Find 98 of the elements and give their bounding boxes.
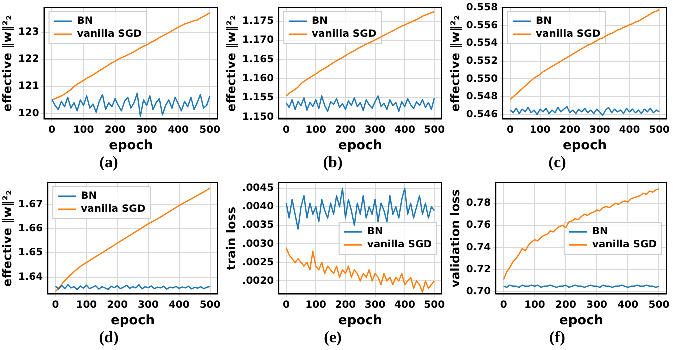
y-tick-label: 0.70 bbox=[466, 286, 492, 298]
x-tick-label: 200 bbox=[335, 300, 356, 311]
y-axis-title: train loss bbox=[224, 206, 238, 270]
x-tick-label: 0 bbox=[52, 300, 60, 311]
legend-label: vanilla SGD bbox=[367, 240, 432, 251]
y-tick-label: 1.175 bbox=[242, 16, 274, 28]
y-tick-label: 0.76 bbox=[466, 220, 492, 232]
x-tick-label: 300 bbox=[364, 124, 386, 136]
legend-label: BN bbox=[592, 226, 608, 238]
y-axis-title: validation loss bbox=[448, 189, 462, 288]
text: (d) bbox=[99, 330, 119, 347]
x-tick-label: 300 bbox=[586, 300, 608, 311]
y-tick-label: 1.66 bbox=[18, 224, 44, 235]
x-tick-label: 200 bbox=[107, 300, 128, 311]
x-tick-label: 100 bbox=[530, 124, 551, 136]
x-tick-label: 400 bbox=[168, 124, 189, 136]
x-axis-title: epoch bbox=[338, 138, 383, 154]
x-tick-label: 200 bbox=[335, 124, 356, 136]
legend-label: vanilla SGD bbox=[77, 29, 142, 40]
x-tick-label: 100 bbox=[73, 124, 94, 136]
y-tick-label: 120 bbox=[18, 108, 40, 120]
x-tick-label: 300 bbox=[138, 300, 159, 311]
y-tick-label: 122 bbox=[18, 54, 40, 66]
y-tick-label: .0035 bbox=[242, 220, 274, 232]
y-tick-label: .0025 bbox=[242, 257, 274, 268]
y-tick-label: 0.78 bbox=[466, 198, 492, 210]
y-tick-label: 1.155 bbox=[242, 92, 274, 104]
x-axis-title: epoch bbox=[560, 313, 604, 328]
x-tick-label: 200 bbox=[104, 124, 126, 136]
y-tick-label: 0.72 bbox=[466, 264, 492, 276]
y-axis-title: effective ‖w‖²₂ bbox=[0, 15, 14, 112]
y-tick-label: 1.67 bbox=[18, 199, 44, 210]
x-tick-label: 0 bbox=[48, 124, 56, 136]
x-tick-label: 0 bbox=[507, 124, 514, 136]
text: (a) bbox=[100, 154, 118, 172]
legend-label: BN bbox=[367, 226, 384, 238]
text: (c) bbox=[548, 154, 566, 172]
x-tick-label: 400 bbox=[168, 300, 190, 311]
y-tick-label: 0.556 bbox=[466, 20, 498, 32]
text: (e) bbox=[324, 330, 342, 347]
y-tick-label: 1.65 bbox=[18, 248, 44, 259]
y-tick-label: 1.150 bbox=[242, 112, 274, 123]
y-tick-label: .0045 bbox=[242, 183, 274, 194]
legend-label: BN bbox=[536, 16, 552, 28]
x-tick-label: 400 bbox=[394, 124, 416, 136]
y-tick-label: 123 bbox=[18, 27, 40, 38]
x-tick-label: 500 bbox=[424, 124, 446, 136]
x-tick-label: 100 bbox=[306, 124, 327, 136]
y-tick-label: 0.558 bbox=[466, 2, 498, 14]
x-tick-label: 100 bbox=[76, 300, 98, 311]
x-axis-title: epoch bbox=[563, 138, 608, 154]
x-tick-label: 500 bbox=[200, 300, 221, 311]
text: (f) bbox=[550, 330, 566, 347]
x-tick-label: 400 bbox=[619, 124, 640, 136]
x-tick-label: 500 bbox=[648, 300, 670, 311]
y-tick-label: 0.552 bbox=[466, 56, 498, 67]
y-tick-label: 1.64 bbox=[18, 272, 44, 283]
x-tick-label: 0 bbox=[282, 300, 290, 311]
text: (b) bbox=[323, 154, 343, 172]
x-tick-label: 400 bbox=[618, 300, 639, 311]
legend-label: BN bbox=[81, 191, 98, 202]
y-axis-title: effective ‖w‖²₂ bbox=[0, 190, 14, 287]
x-tick-label: 100 bbox=[524, 300, 546, 311]
legend-label: BN bbox=[312, 16, 328, 28]
legend-label: BN bbox=[77, 16, 94, 28]
x-tick-label: 300 bbox=[589, 124, 610, 136]
y-tick-label: 0.74 bbox=[466, 242, 492, 254]
x-tick-label: 500 bbox=[200, 124, 221, 136]
legend-label: vanilla SGD bbox=[312, 29, 377, 40]
x-tick-label: 300 bbox=[364, 300, 386, 311]
x-tick-label: 500 bbox=[649, 124, 670, 136]
y-tick-label: .0020 bbox=[242, 276, 274, 287]
y-tick-label: 1.170 bbox=[242, 35, 274, 46]
y-axis-title: effective ‖w‖²₂ bbox=[448, 15, 462, 112]
y-tick-label: .0030 bbox=[242, 238, 274, 250]
x-tick-label: 500 bbox=[424, 300, 446, 311]
legend-label: vanilla SGD bbox=[81, 204, 146, 216]
y-tick-label: 1.160 bbox=[242, 74, 274, 85]
x-tick-label: 0 bbox=[282, 124, 290, 136]
x-tick-label: 300 bbox=[136, 124, 158, 136]
y-tick-label: 0.546 bbox=[466, 109, 498, 120]
legend-label: vanilla SGD bbox=[592, 240, 657, 251]
x-tick-label: 100 bbox=[306, 300, 327, 311]
x-tick-label: 200 bbox=[560, 124, 581, 136]
x-tick-label: 200 bbox=[556, 300, 576, 311]
y-tick-label: 0.554 bbox=[466, 38, 498, 50]
x-axis-title: epoch bbox=[338, 313, 383, 328]
y-tick-label: 1.165 bbox=[242, 54, 274, 66]
legend-label: vanilla SGD bbox=[536, 29, 601, 40]
y-tick-label: .0040 bbox=[242, 202, 274, 213]
y-axis-title: effective ‖w‖²₂ bbox=[224, 15, 238, 112]
x-axis-title: epoch bbox=[109, 138, 154, 154]
y-tick-label: 0.550 bbox=[466, 74, 498, 85]
x-axis-title: epoch bbox=[111, 313, 156, 328]
y-tick-label: 121 bbox=[18, 81, 40, 92]
x-tick-label: 400 bbox=[394, 300, 416, 311]
y-tick-label: 0.548 bbox=[466, 92, 498, 103]
x-tick-label: 0 bbox=[500, 300, 508, 311]
